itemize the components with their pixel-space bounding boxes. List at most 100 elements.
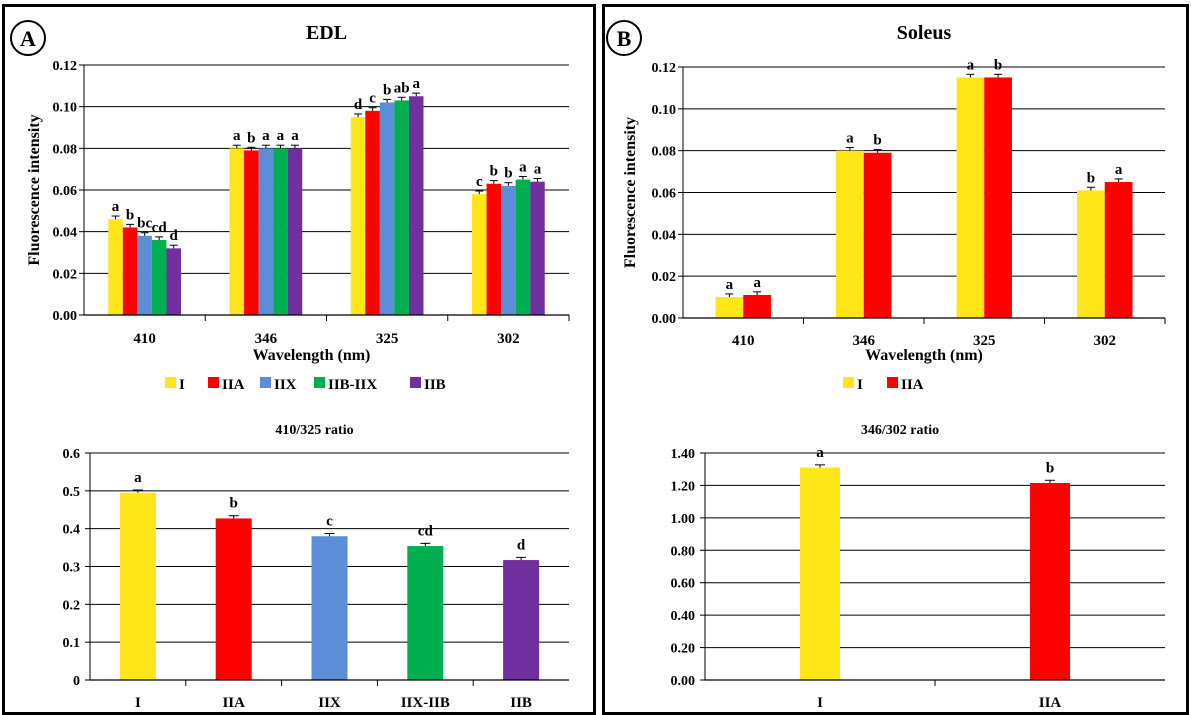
significance-letter: a [846,131,854,147]
significance-letter: bc [137,216,152,232]
bar-iix-325 [379,102,395,315]
legend-swatch-iia [208,377,219,388]
significance-letter: a [233,128,241,144]
top-y-tick-label: 0.10 [652,103,677,118]
panel-b-chart: B Soleus 0.00 0.02 0.04 0.06 0.08 0.10 0.12 410 a a… [606,20,1166,711]
bar-iia-325 [365,110,380,315]
bottom-chart-title: 410/325 ratio [275,423,353,438]
bottom-y-tick-label: 0.5 [63,485,81,500]
ratio-bar-i [800,467,840,680]
ratio-bar-iia [1030,482,1070,680]
top-chart-title: EDL [306,22,347,44]
bottom-y-tick-label: 0.60 [671,577,696,592]
bar-iib-410 [166,248,181,315]
bar-i-325 [350,117,366,315]
legend-label: I [857,377,863,393]
significance-letter: a [967,57,975,73]
bar-i-302 [472,194,487,315]
significance-letter: b [504,166,512,182]
bottom-y-tick-label: 0.20 [671,642,696,657]
top-category-label: 325 [973,333,996,349]
bar-iia-302 [486,183,502,315]
panel-letter: B [617,26,632,51]
legend-swatch-iib-iix [314,377,325,388]
top-y-tick-label: 0.10 [53,101,78,116]
bar-i-346 [229,148,245,315]
bottom-chart-title: 346/302 ratio [861,423,939,438]
significance-letter: d [517,537,526,553]
significance-letter: a [262,128,270,144]
bar-iix-346 [258,148,274,315]
bar-iia-325 [984,77,1012,318]
significance-letter: b [247,130,255,146]
panel-letter-circle [606,20,642,56]
significance-letter: b [230,496,238,512]
significance-letter: a [519,159,527,175]
bar-iia-410 [743,294,771,318]
bar-iib-iix-302 [515,179,531,315]
bottom-y-tick-label: 0 [73,674,80,689]
bar-iib-iix-346 [273,148,288,315]
top-y-tick-label: 0.06 [53,184,78,199]
x-axis-label: Wavelength (nm) [865,347,983,364]
ratio-bar-iib [503,560,540,680]
top-chart-title: Soleus [897,22,952,44]
significance-letter: cd [418,523,434,539]
top-category-label: 410 [133,331,156,347]
top-category-label: 325 [376,331,399,347]
bottom-y-tick-label: 0.4 [63,523,81,538]
significance-letter: a [291,128,299,144]
panel-letter: A [20,26,36,51]
ratio-bar-iia [215,518,252,680]
significance-letter: a [534,162,542,178]
bar-iix-410 [137,235,152,315]
top-category-label: 302 [497,331,520,347]
bar-iib-iix-410 [151,240,167,315]
bar-i-346 [836,150,864,318]
bottom-category-label: I [817,695,823,711]
bottom-y-tick-label: 0.1 [63,636,81,651]
legend-label: IIB-IIX [328,377,377,393]
top-y-tick-label: 0.00 [53,309,78,324]
significance-letter: c [326,514,333,530]
significance-letter: b [1046,460,1054,476]
bar-iib-302 [530,181,545,315]
ratio-bar-i [119,492,156,680]
significance-letter: d [354,97,363,113]
legend-label: IIA [222,377,245,393]
significance-letter: a [134,470,142,486]
significance-letter: b [873,133,881,149]
bar-iix-302 [501,185,516,315]
top-y-tick-label: 0.04 [53,226,78,241]
significance-letter: b [1087,170,1095,186]
legend-swatch-iia [887,377,898,388]
significance-letter: ab [394,80,410,96]
bar-iib-346 [287,148,303,315]
bar-iia-346 [863,152,892,318]
bottom-y-tick-label: 0.00 [671,674,696,689]
significance-letter: a [816,445,824,461]
bottom-category-label: IIX [318,695,341,711]
top-y-tick-label: 0.08 [652,145,677,160]
top-y-tick-label: 0.12 [53,59,78,74]
y-axis-label: Fluorescence intensity [622,117,639,268]
bottom-y-tick-label: 0.2 [63,598,81,613]
panel-a: A EDL 0.00 0.02 0.04 0.06 0.08 0.10 0.12 410 a b bc c… [2,4,596,715]
legend-label: I [179,377,185,393]
bottom-y-tick-label: 0.40 [671,609,696,624]
top-category-label: 346 [853,333,876,349]
y-axis-label: Fluorescence intensity [26,114,43,265]
legend-label: IIB [424,377,446,393]
top-category-label: 302 [1094,333,1117,349]
bar-iia-410 [122,227,138,315]
significance-letter: a [1115,162,1123,178]
bar-iib-325 [408,96,424,315]
top-y-tick-label: 0.08 [53,142,78,157]
significance-letter: a [112,199,120,215]
legend-swatch-i [165,377,176,388]
ratio-bar-iix [311,536,348,680]
bottom-y-tick-label: 1.00 [671,512,696,527]
bar-i-302 [1077,190,1105,318]
significance-letter: d [170,228,179,244]
